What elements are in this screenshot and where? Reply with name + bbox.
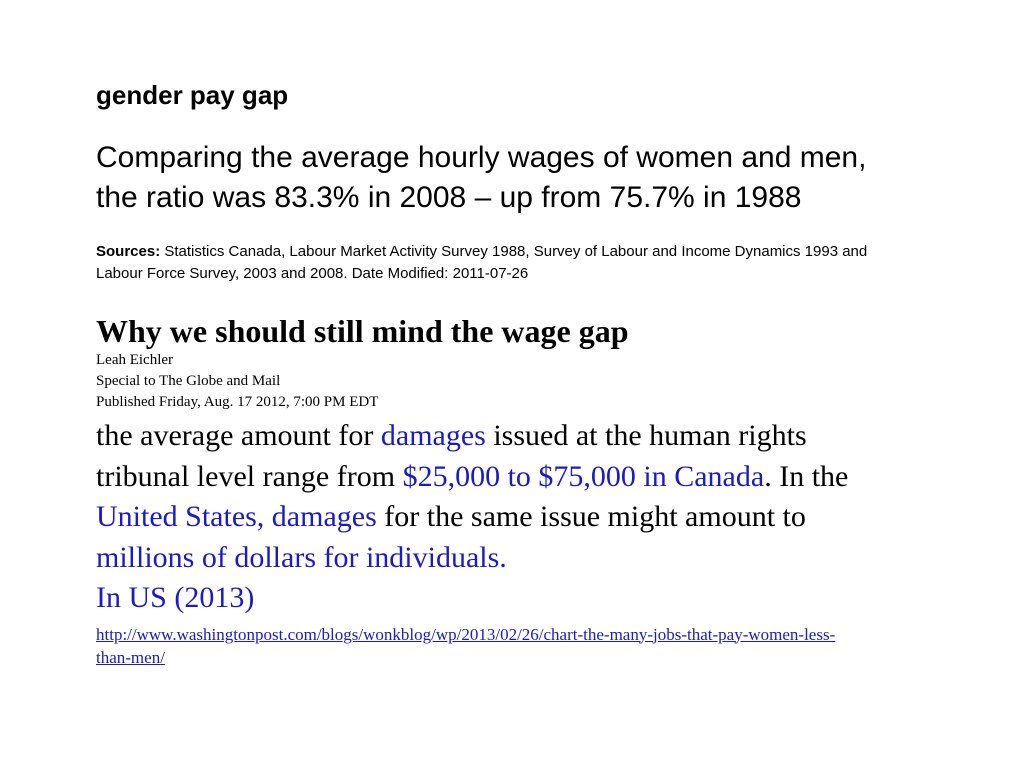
excerpt-text: for the same issue might amount to [376, 500, 806, 533]
summary-line-2: the ratio was 83.3% in 2008 – up from 75… [96, 181, 802, 214]
us-damages-link[interactable]: United States, damages [96, 500, 377, 533]
source-url-line-1[interactable]: http://www.washingtonpost.com/blogs/wonk… [96, 624, 836, 644]
sources-line-1-text: Statistics Canada, Labour Market Activit… [160, 243, 868, 260]
excerpt-text: tribunal level range from [96, 459, 403, 493]
article-excerpt: the average amount for damages issued at… [96, 416, 986, 619]
article-byline: Leah Eichler Special to The Globe and Ma… [96, 350, 986, 413]
excerpt-line-1: the average amount for damages issued at… [96, 416, 986, 457]
excerpt-line-2: tribunal level range from $25,000 to $75… [96, 457, 986, 498]
slide-heading: gender pay gap [96, 80, 289, 110]
damages-link[interactable]: damages [380, 419, 486, 452]
source-url-link[interactable]: http://www.washingtonpost.com/blogs/wonk… [96, 623, 986, 669]
sources-note: Sources: Statistics Canada, Labour Marke… [96, 241, 986, 285]
excerpt-text: the average amount for [96, 419, 381, 452]
article-title: Why we should still mind the wage gap [96, 313, 629, 349]
sources-line-2: Labour Force Survey, 2003 and 2008. Date… [96, 265, 529, 282]
excerpt-line-5: In US (2013) [96, 578, 986, 619]
sources-label: Sources: [96, 243, 161, 260]
excerpt-text: issued at the human rights [485, 419, 807, 452]
excerpt-text: . In the [764, 459, 849, 493]
excerpt-line-4: millions of dollars for individuals. [96, 538, 986, 579]
summary-line-1: Comparing the average hourly wages of wo… [96, 141, 867, 174]
millions-link[interactable]: millions of dollars for individuals. [96, 540, 507, 574]
slide: gender pay gap Comparing the average hou… [96, 78, 986, 669]
article-affiliation: Special to The Globe and Mail [96, 373, 281, 389]
article-published-date: Published Friday, Aug. 17 2012, 7:00 PM … [96, 394, 379, 410]
us-2013-link[interactable]: In US (2013) [96, 581, 255, 614]
article-author: Leah Eichler [96, 352, 174, 368]
summary-paragraph: Comparing the average hourly wages of wo… [96, 138, 986, 218]
source-url-line-2[interactable]: than-men/ [96, 647, 165, 667]
canada-damages-link[interactable]: $25,000 to $75,000 in Canada [402, 459, 765, 493]
excerpt-line-3: United States, damages for the same issu… [96, 497, 986, 538]
sources-line-1: Sources: Statistics Canada, Labour Marke… [96, 241, 986, 263]
